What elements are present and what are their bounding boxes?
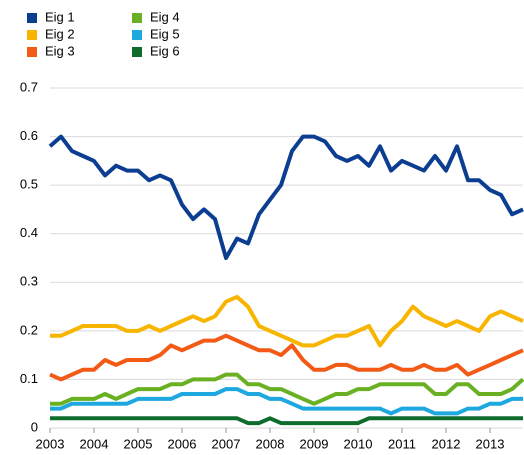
x-tick-label: 2012 bbox=[432, 436, 461, 451]
series-line bbox=[50, 416, 523, 426]
legend-label: Eig 1 bbox=[45, 9, 75, 24]
x-tick-label: 2007 bbox=[212, 436, 241, 451]
x-tick-label: 2003 bbox=[36, 436, 65, 451]
x-tick-label: 2006 bbox=[168, 436, 197, 451]
series-line bbox=[50, 372, 524, 406]
legend-label: Eig 6 bbox=[150, 43, 180, 58]
legend-label: Eig 5 bbox=[150, 26, 180, 41]
y-tick-label: 0.6 bbox=[20, 128, 38, 143]
y-tick-label: 0.1 bbox=[20, 371, 38, 386]
y-tick-label: 0.3 bbox=[20, 274, 38, 289]
legend-swatch bbox=[27, 47, 37, 57]
y-tick-label: 0.4 bbox=[20, 225, 38, 240]
legend-label: Eig 2 bbox=[45, 26, 75, 41]
legend-swatch bbox=[27, 13, 37, 23]
legend-swatch bbox=[132, 13, 142, 23]
x-tick-label: 2011 bbox=[388, 436, 416, 451]
legend-swatch bbox=[132, 30, 142, 40]
x-tick-label: 2013 bbox=[476, 436, 505, 451]
x-tick-label: 2005 bbox=[124, 436, 153, 451]
y-tick-label: 0.7 bbox=[20, 79, 38, 94]
x-tick-label: 2008 bbox=[256, 436, 285, 451]
y-tick-label: 0.2 bbox=[20, 322, 38, 337]
series-line bbox=[50, 294, 524, 348]
series-line bbox=[50, 387, 523, 416]
x-tick-label: 2010 bbox=[344, 436, 373, 451]
y-tick-label: 0 bbox=[31, 419, 38, 434]
x-tick-label: 2009 bbox=[300, 436, 329, 451]
x-tick-label: 2004 bbox=[80, 436, 109, 451]
y-tick-label: 0.5 bbox=[20, 177, 38, 192]
legend-swatch bbox=[132, 47, 142, 57]
series-line bbox=[48, 134, 524, 260]
series-line bbox=[49, 333, 524, 382]
legend-label: Eig 4 bbox=[150, 9, 180, 24]
legend-swatch bbox=[27, 30, 37, 40]
legend-label: Eig 3 bbox=[45, 43, 75, 58]
